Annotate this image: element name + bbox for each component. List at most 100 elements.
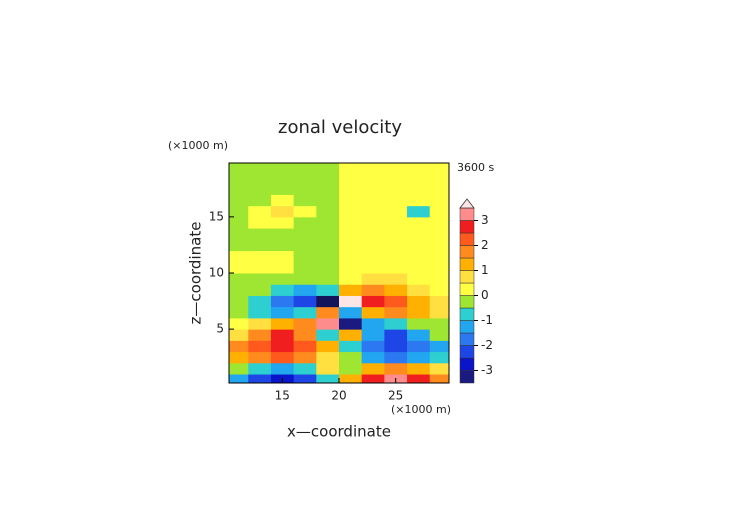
colorbar-swatch bbox=[459, 207, 475, 221]
colorbar-swatch bbox=[459, 245, 475, 259]
contour-cell bbox=[407, 362, 431, 375]
contour-cell bbox=[339, 329, 363, 341]
contour-cell bbox=[361, 194, 385, 207]
contour-cell bbox=[384, 239, 408, 252]
contour-cell bbox=[316, 163, 340, 173]
y-tick-label: 5 bbox=[216, 322, 224, 336]
contour-cell bbox=[248, 374, 272, 383]
contour-cell bbox=[429, 295, 449, 308]
contour-cell bbox=[339, 351, 363, 364]
x-tick-label: 15 bbox=[275, 389, 290, 403]
contour-cell bbox=[270, 317, 295, 330]
contour-cell bbox=[248, 306, 272, 319]
contour-cell bbox=[293, 239, 317, 252]
contour-cell bbox=[316, 171, 340, 184]
contour-cell bbox=[270, 273, 295, 285]
contour-cell bbox=[229, 340, 249, 353]
contour-cell bbox=[339, 239, 363, 252]
contour-cell bbox=[339, 216, 363, 229]
contour-cell bbox=[248, 295, 272, 308]
contour-cell bbox=[270, 228, 295, 240]
contour-cell bbox=[384, 228, 408, 240]
contour-cell bbox=[429, 250, 449, 263]
contour-cell bbox=[316, 295, 340, 308]
contour-cell bbox=[384, 284, 408, 296]
contour-cell bbox=[248, 351, 272, 364]
contour-cell bbox=[384, 329, 408, 341]
contour-cell bbox=[229, 362, 249, 375]
contour-cell bbox=[248, 250, 272, 263]
contour-cell bbox=[407, 329, 431, 341]
contour-cell bbox=[293, 171, 317, 184]
contour-cell bbox=[270, 194, 295, 207]
contour-cell bbox=[429, 317, 449, 330]
contour-cell bbox=[229, 250, 249, 263]
contour-cell bbox=[361, 284, 385, 296]
contour-cell bbox=[429, 239, 449, 252]
contour-cell bbox=[429, 183, 449, 195]
contour-cell bbox=[429, 205, 449, 218]
contour-cell bbox=[293, 261, 317, 274]
contour-cell bbox=[270, 329, 295, 341]
contour-cell bbox=[384, 194, 408, 207]
contour-cell bbox=[339, 163, 363, 173]
contour-cell bbox=[316, 351, 340, 364]
contour-cell bbox=[316, 340, 340, 353]
colorbar-tick-label: 1 bbox=[481, 263, 489, 277]
contour-cell bbox=[339, 340, 363, 353]
contour-cell bbox=[229, 194, 249, 207]
contour-cell bbox=[384, 183, 408, 195]
contour-cell bbox=[429, 273, 449, 285]
contour-cell bbox=[339, 194, 363, 207]
contour-cell bbox=[248, 340, 272, 353]
y-axis-label: z—coordinate bbox=[187, 222, 205, 325]
contour-cell bbox=[407, 273, 431, 285]
contour-cell bbox=[429, 351, 449, 364]
contour-cell bbox=[248, 273, 272, 285]
contour-cell bbox=[229, 329, 249, 341]
contour-cell bbox=[429, 171, 449, 184]
contour-cell bbox=[384, 163, 408, 173]
contour-cell bbox=[248, 362, 272, 375]
contour-cell bbox=[384, 250, 408, 263]
contour-cell bbox=[361, 295, 385, 308]
contour-cell bbox=[429, 261, 449, 274]
contour-cell bbox=[407, 194, 431, 207]
colorbar-tick-label: 0 bbox=[481, 288, 489, 302]
contour-cell bbox=[293, 183, 317, 195]
colorbar-tick-label: -2 bbox=[481, 338, 493, 352]
contour-cell bbox=[316, 284, 340, 296]
y-tick-label: 10 bbox=[209, 266, 224, 280]
contour-cell bbox=[270, 284, 295, 296]
contour-cell bbox=[339, 261, 363, 274]
contour-cell bbox=[361, 183, 385, 195]
contour-cell bbox=[316, 317, 340, 330]
contour-cell bbox=[361, 273, 385, 285]
contour-cell bbox=[384, 273, 408, 285]
contour-cell bbox=[293, 250, 317, 263]
contour-cell bbox=[270, 163, 295, 173]
contour-cell bbox=[229, 374, 249, 383]
contour-cell bbox=[316, 374, 340, 383]
contour-cell bbox=[429, 374, 449, 383]
colorbar-tick-label: 3 bbox=[481, 213, 489, 227]
contour-cell bbox=[229, 228, 249, 240]
contour-cell bbox=[339, 362, 363, 375]
colorbar-tick-label: 2 bbox=[481, 238, 489, 252]
contour-cell bbox=[270, 362, 295, 375]
contour-cell bbox=[293, 216, 317, 229]
x-axis-label: x—coordinate bbox=[287, 423, 391, 441]
contour-cell bbox=[229, 295, 249, 308]
contour-cell bbox=[339, 273, 363, 285]
contour-cell bbox=[339, 250, 363, 263]
contour-cell bbox=[229, 183, 249, 195]
contour-cell bbox=[270, 340, 295, 353]
contour-cell bbox=[384, 351, 408, 364]
colorbar-swatch bbox=[459, 220, 475, 234]
contour-cell bbox=[339, 183, 363, 195]
contour-cell bbox=[407, 295, 431, 308]
y-tick-label: 15 bbox=[209, 209, 224, 223]
contour-cell bbox=[384, 216, 408, 229]
contour-cell bbox=[229, 163, 249, 173]
contour-cell bbox=[248, 329, 272, 341]
